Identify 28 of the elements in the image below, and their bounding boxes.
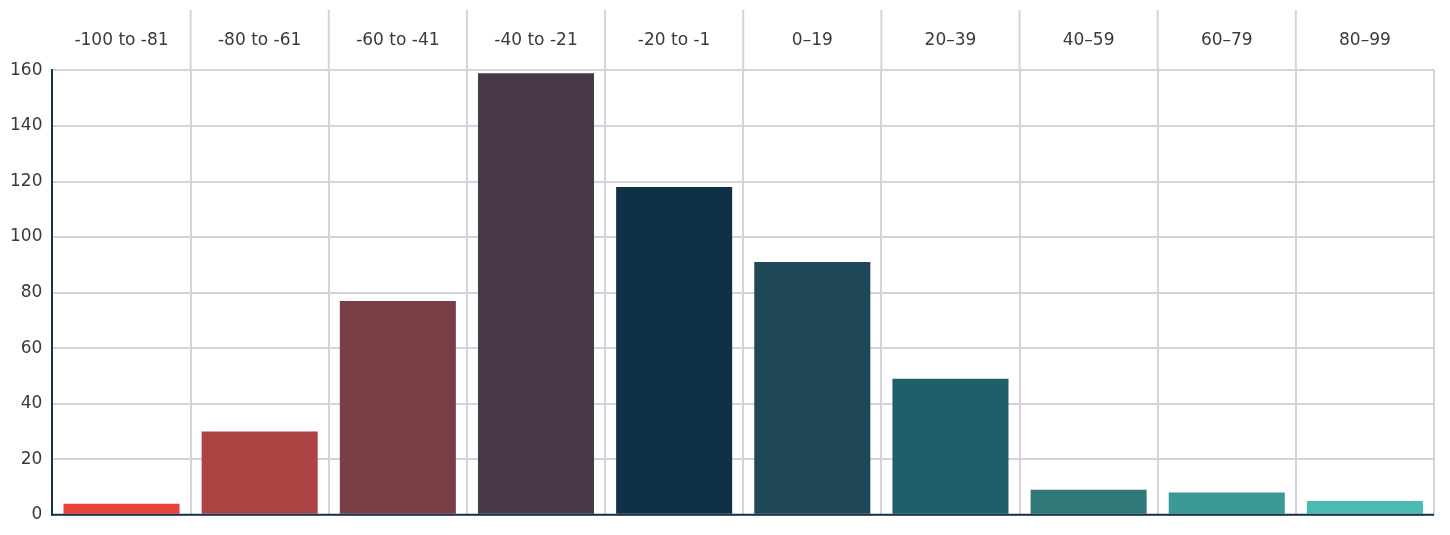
bar: [63, 503, 180, 514]
bar: [339, 300, 456, 514]
bar: [892, 378, 1009, 514]
x-tick-label: 20–39: [924, 28, 977, 49]
y-tick-label: 60: [20, 336, 43, 357]
y-tick-label: 0: [31, 503, 43, 524]
x-tick-label: -60 to -41: [356, 28, 440, 49]
y-tick-label: 20: [20, 447, 43, 468]
x-tick-label: 60–79: [1200, 28, 1253, 49]
y-tick-label: 140: [9, 114, 43, 135]
x-tick-label: 80–99: [1339, 28, 1391, 49]
y-tick-label: 120: [9, 169, 43, 190]
x-tick-label: 0–19: [791, 28, 833, 49]
y-tick-label: 100: [9, 225, 43, 246]
x-tick-label: 40–59: [1062, 28, 1115, 49]
bar: [1168, 492, 1285, 514]
x-tick-label: -20 to -1: [637, 28, 711, 49]
bar: [1030, 489, 1147, 514]
y-tick-label: 80: [20, 281, 43, 302]
y-tick-label: 40: [20, 392, 43, 413]
x-tick-label: -40 to -21: [494, 28, 578, 49]
bar: [1306, 500, 1423, 514]
bar: [754, 262, 871, 514]
bar: [201, 431, 318, 514]
y-tick-label: 160: [9, 58, 43, 79]
bar: [477, 73, 595, 514]
x-tick-label: -100 to -81: [74, 28, 169, 49]
x-tick-label: -80 to -61: [217, 28, 302, 49]
